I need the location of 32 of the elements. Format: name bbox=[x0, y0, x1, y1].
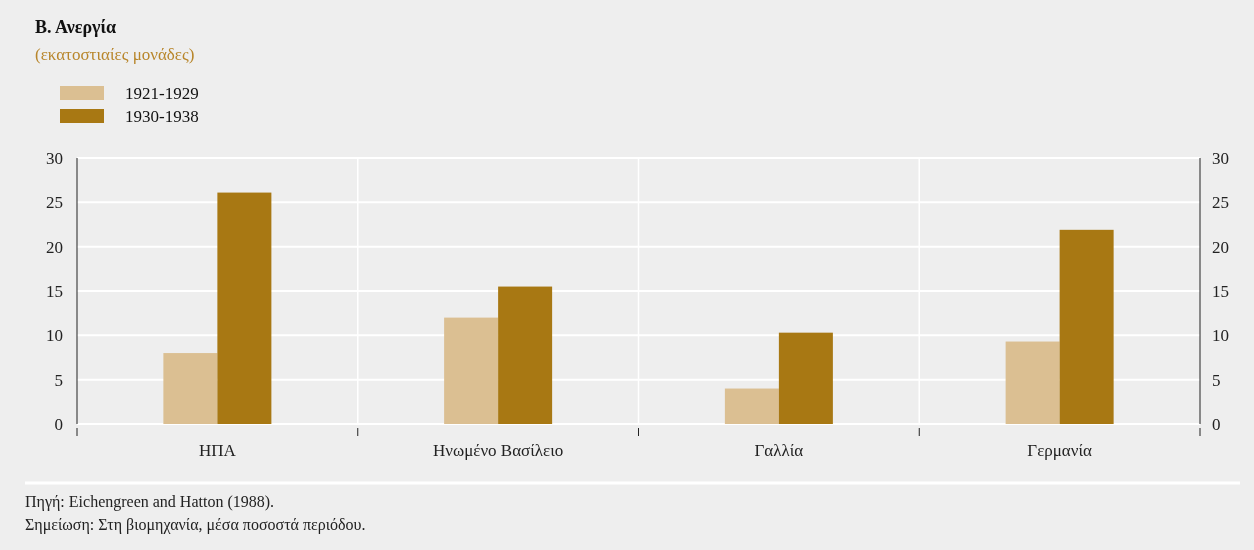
y2-tick-label: 0 bbox=[1212, 414, 1221, 434]
y2-tick-label: 30 bbox=[1212, 148, 1229, 168]
text: Πηγή: Eichengreen and Hatton (1988). bbox=[25, 493, 275, 511]
x-tick-label: Γαλλία bbox=[754, 441, 804, 460]
bar bbox=[217, 192, 272, 424]
y2-tick-label: 10 bbox=[1212, 326, 1229, 346]
x-tick-label: Γερμανία bbox=[1027, 441, 1093, 460]
legend-label: 1930-1938 bbox=[125, 107, 199, 126]
y-tick-label: 10 bbox=[46, 326, 63, 346]
y2-tick-label: 5 bbox=[1212, 370, 1221, 390]
text: Σημείωση: Στη βιομηχανία, μέσα ποσοστά περιόδου. bbox=[25, 516, 366, 534]
y2-tick-label: 20 bbox=[1212, 237, 1229, 257]
y-tick-label: 0 bbox=[54, 414, 63, 434]
y-tick-label: 30 bbox=[46, 148, 63, 168]
y-tick-label: 5 bbox=[54, 370, 63, 390]
bar bbox=[724, 388, 779, 424]
chart-title: Β. Ανεργία bbox=[35, 17, 117, 37]
x-tick-label: ΗΠΑ bbox=[198, 441, 237, 460]
y-tick-label: 25 bbox=[46, 193, 63, 213]
bar bbox=[163, 353, 218, 424]
y2-tick-label: 15 bbox=[1212, 281, 1229, 301]
bar bbox=[444, 317, 499, 424]
y-tick-label: 20 bbox=[46, 237, 63, 257]
y2-tick-label: 25 bbox=[1212, 193, 1229, 213]
bar bbox=[1059, 229, 1114, 424]
legend-label: 1921-1929 bbox=[125, 84, 199, 103]
chart-subtitle: (εκατοστιαίες μονάδες) bbox=[35, 45, 195, 64]
x-tick-label: Ηνωμένο Βασίλειο bbox=[432, 441, 564, 460]
bar bbox=[498, 286, 553, 424]
bar bbox=[778, 332, 833, 424]
y-tick-label: 15 bbox=[46, 281, 63, 301]
bar bbox=[1005, 341, 1060, 424]
